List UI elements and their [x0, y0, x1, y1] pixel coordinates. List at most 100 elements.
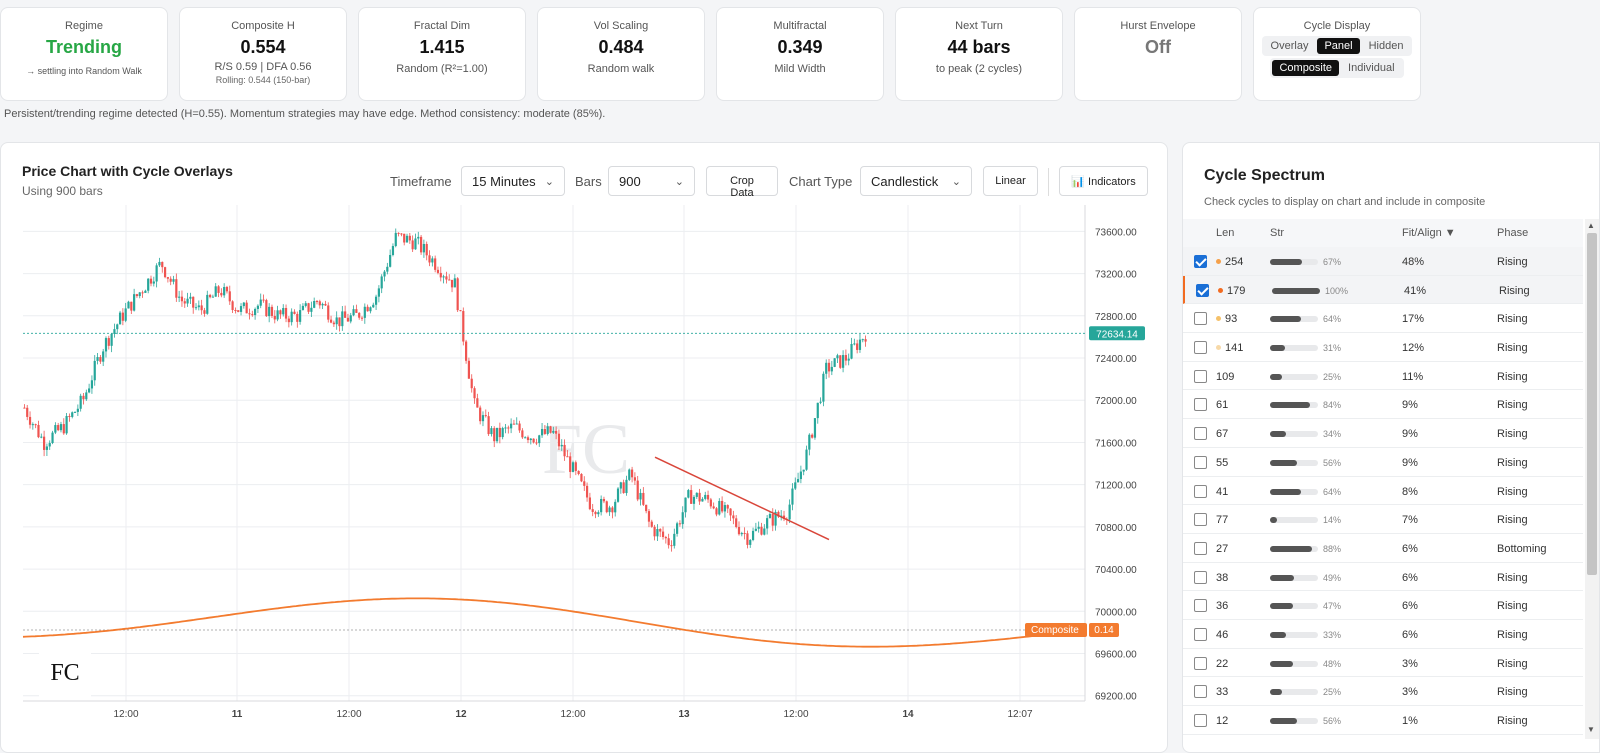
cycle-checkbox[interactable]: [1194, 427, 1207, 441]
candle-body: [301, 305, 305, 311]
cycle-checkbox[interactable]: [1194, 513, 1207, 527]
cycle-length: 93: [1225, 313, 1238, 326]
cycle-checkbox[interactable]: [1196, 283, 1209, 297]
candle-body: [754, 528, 757, 531]
candle-body: [481, 415, 485, 422]
candle-body: [546, 426, 549, 434]
metric-label: Regime: [65, 20, 103, 32]
candle-body: [574, 462, 577, 471]
metric-card-hurst-envelope[interactable]: Hurst Envelope Off: [1074, 7, 1242, 101]
candle-body: [363, 306, 366, 318]
timeframe-select[interactable]: 15 Minutes ⌄: [461, 166, 565, 196]
metric-value[interactable]: Off: [1145, 37, 1171, 57]
scrollbar-thumb[interactable]: [1587, 233, 1597, 575]
scroll-up-icon[interactable]: ▲: [1587, 221, 1595, 230]
candle-body: [819, 401, 822, 403]
y-tick-label: 73200.00: [1095, 270, 1137, 281]
candle-body: [346, 317, 350, 322]
cycle-row[interactable]: 141 31% 12% Rising: [1183, 333, 1583, 362]
candle-body: [93, 360, 96, 381]
cycle-row[interactable]: 38 49% 6% Rising: [1183, 563, 1583, 592]
cycle-row[interactable]: 179 100% 41% Rising: [1183, 275, 1583, 305]
cycle-checkbox[interactable]: [1194, 570, 1207, 584]
display-mode-hidden[interactable]: Hidden: [1368, 40, 1404, 52]
display-view-individual[interactable]: Individual: [1348, 62, 1395, 74]
candle-body: [552, 430, 555, 433]
crop-data-button[interactable]: Crop Data: [706, 166, 778, 199]
cycle-checkbox[interactable]: [1194, 341, 1207, 355]
candle-body: [310, 307, 313, 312]
cycle-row[interactable]: 61 84% 9% Rising: [1183, 390, 1583, 420]
price-chart[interactable]: 73600.00 73200.00 72800.00 72400.00 72000.00…: [1, 205, 1167, 753]
candle-body: [242, 302, 245, 307]
header-phase[interactable]: Phase: [1497, 227, 1529, 239]
cycle-row[interactable]: 67 34% 9% Rising: [1183, 419, 1583, 448]
cycle-row[interactable]: 93 64% 17% Rising: [1183, 304, 1583, 334]
cycle-checkbox[interactable]: [1194, 714, 1207, 727]
y-tick-label: 70400.00: [1095, 565, 1137, 576]
cycle-checkbox[interactable]: [1194, 484, 1207, 498]
candle-body: [856, 343, 859, 350]
header-str[interactable]: Str: [1270, 227, 1285, 239]
scroll-down-icon[interactable]: ▼: [1587, 725, 1595, 734]
price-chart-panel: Price Chart with Cycle Overlays Using 90…: [0, 142, 1168, 753]
spectrum-scrollbar[interactable]: ▲ ▼: [1585, 219, 1599, 739]
candle-body: [180, 296, 184, 302]
candle-body: [535, 442, 538, 444]
bars-select[interactable]: 900 ⌄: [608, 166, 695, 196]
cycle-row[interactable]: 22 48% 3% Rising: [1183, 649, 1583, 678]
candle-body: [141, 292, 144, 294]
candle-body: [211, 296, 214, 298]
display-mode-panel[interactable]: Panel: [1317, 38, 1360, 54]
candle-body: [501, 428, 504, 438]
candle-body: [169, 278, 172, 282]
candle-body: [394, 232, 397, 247]
indicators-button[interactable]: 📊 Indicators: [1059, 166, 1148, 196]
phase-value: Rising: [1497, 342, 1528, 355]
display-mode-overlay[interactable]: Overlay: [1270, 40, 1309, 52]
cycle-row[interactable]: 254 67% 48% Rising: [1183, 247, 1583, 276]
cycle-row[interactable]: 46 33% 6% Rising: [1183, 620, 1583, 649]
y-tick-label: 70000.00: [1095, 607, 1137, 618]
cycle-row[interactable]: 55 56% 9% Rising: [1183, 448, 1583, 477]
phase-value: Rising: [1499, 284, 1530, 297]
cycle-checkbox[interactable]: [1194, 541, 1207, 555]
candle-body: [493, 428, 496, 442]
spectrum-table-header: Len Str Fit/Align ▼ Phase: [1183, 219, 1583, 247]
cycle-checkbox[interactable]: [1194, 656, 1207, 670]
cycle-checkbox[interactable]: [1194, 312, 1207, 326]
composite-cycle-line: [22, 597, 1077, 648]
candle-body: [338, 317, 341, 327]
cycle-checkbox[interactable]: [1194, 398, 1207, 412]
cycle-checkbox[interactable]: [1194, 455, 1207, 469]
cycle-row[interactable]: 77 14% 7% Rising: [1183, 505, 1583, 534]
scale-linear-button[interactable]: Linear: [983, 166, 1038, 196]
header-fit-align[interactable]: Fit/Align ▼: [1402, 227, 1456, 239]
cycle-checkbox[interactable]: [1194, 369, 1207, 383]
fit-align-value: 41%: [1404, 284, 1427, 297]
cycle-row[interactable]: 12 56% 1% Rising: [1183, 706, 1583, 735]
cycle-checkbox[interactable]: [1194, 685, 1207, 699]
chart-type-select[interactable]: Candlestick ⌄: [860, 166, 972, 196]
trend-line[interactable]: [654, 456, 830, 541]
candle-body: [290, 311, 293, 323]
candle-body: [698, 492, 701, 502]
candle-body: [59, 424, 63, 431]
cycle-row[interactable]: 109 25% 11% Rising: [1183, 362, 1583, 391]
cycle-row[interactable]: 33 25% 3% Rising: [1183, 677, 1583, 706]
candle-body: [524, 437, 527, 439]
candle-body: [540, 428, 544, 436]
cycle-checkbox[interactable]: [1194, 599, 1207, 613]
display-view-composite[interactable]: Composite: [1272, 60, 1340, 76]
candle-body: [602, 498, 606, 502]
last-price-badge: [1089, 326, 1145, 341]
cycle-row[interactable]: 41 64% 8% Rising: [1183, 477, 1583, 506]
cycle-checkbox[interactable]: [1194, 255, 1207, 268]
candle-body: [296, 313, 299, 322]
cycle-row[interactable]: 27 88% 6% Bottoming: [1183, 534, 1583, 563]
cycle-row[interactable]: 36 47% 6% Rising: [1183, 591, 1583, 620]
header-len[interactable]: Len: [1216, 227, 1235, 239]
candle-body: [400, 233, 403, 235]
cycle-checkbox[interactable]: [1194, 627, 1207, 641]
candle-body: [701, 498, 704, 502]
